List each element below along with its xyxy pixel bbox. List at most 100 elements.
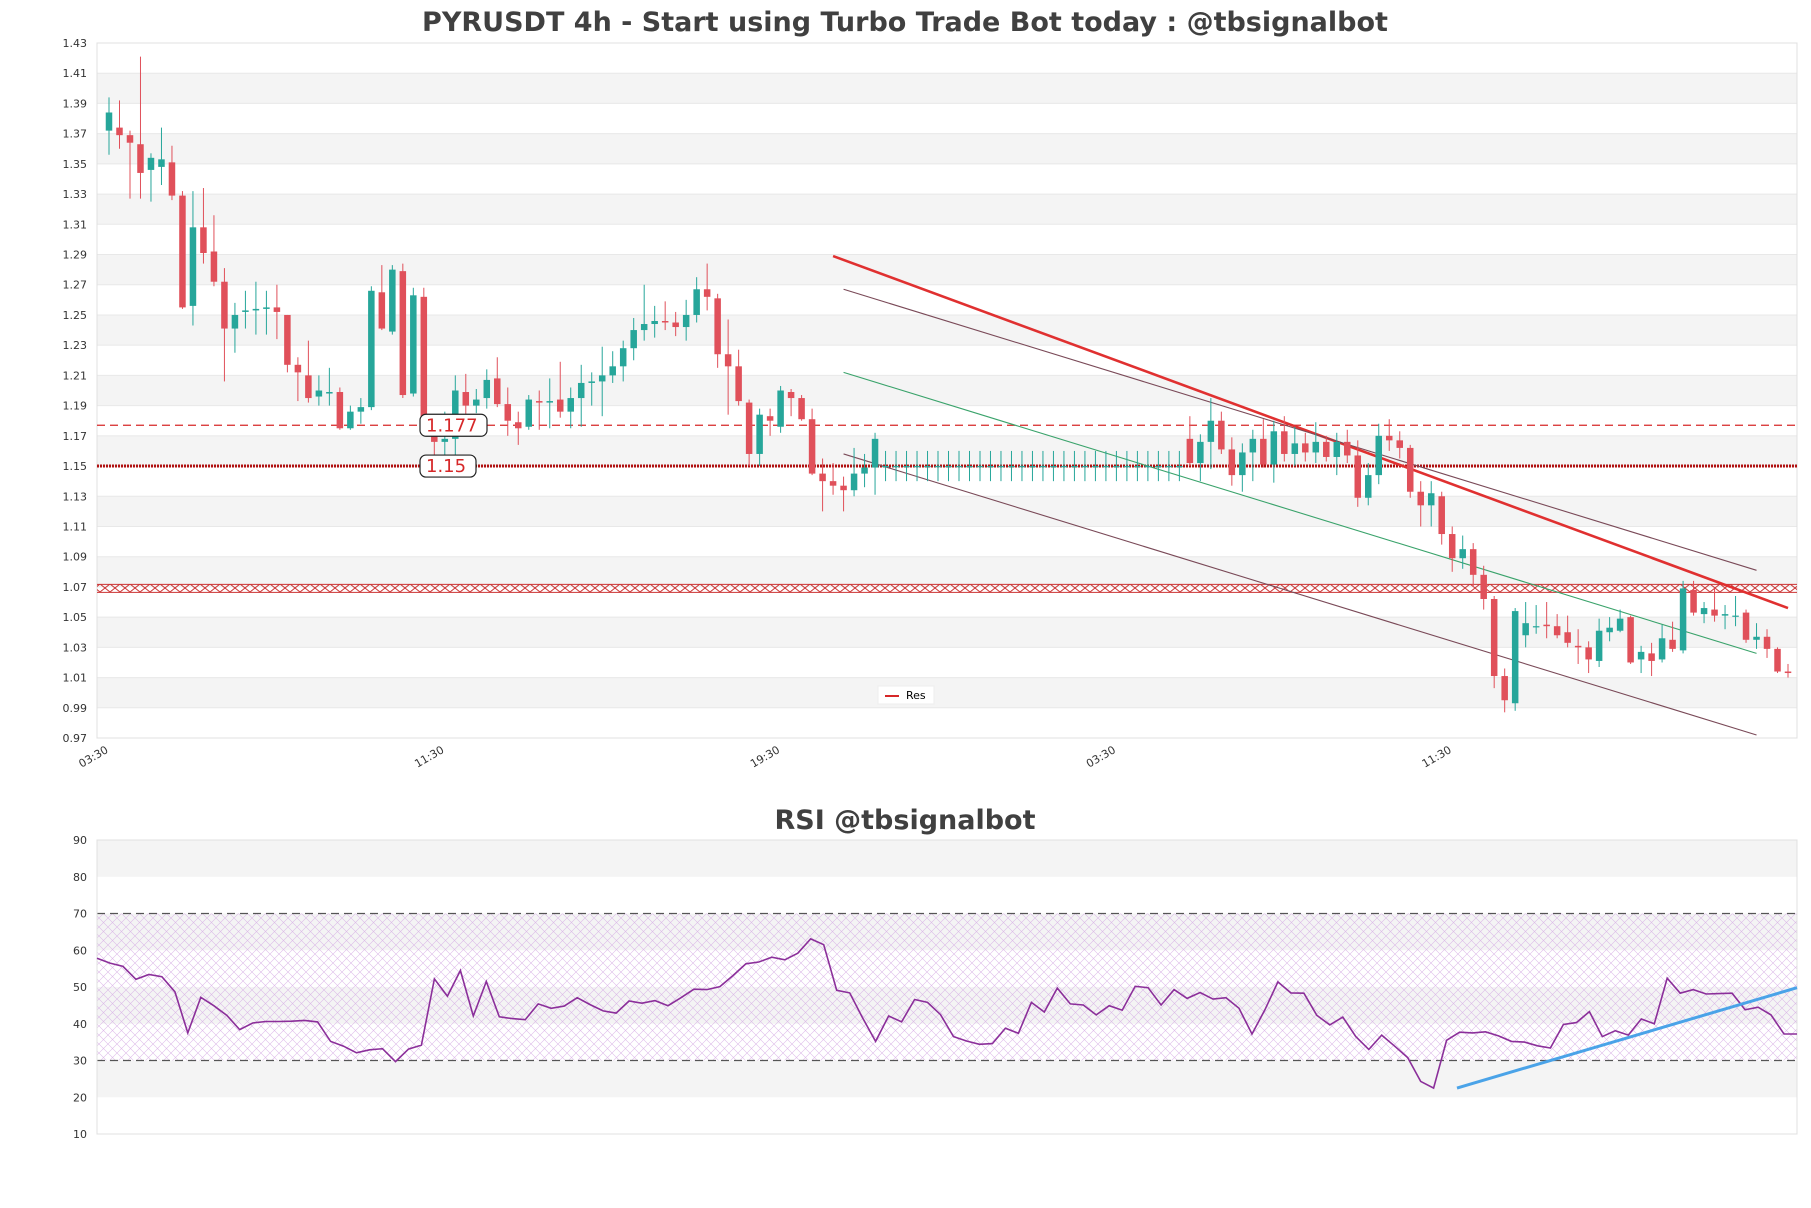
candle-up xyxy=(231,314,239,329)
candle-up xyxy=(1291,443,1299,454)
candle-down xyxy=(1669,639,1676,649)
rsi-y-tick-label: 10 xyxy=(73,1128,87,1141)
candle-down xyxy=(745,402,753,454)
candle-up xyxy=(567,398,574,412)
candle-up xyxy=(609,366,616,376)
candle-down xyxy=(200,227,207,254)
candle-down xyxy=(661,321,669,323)
level-label-text: 1.177 xyxy=(426,415,478,436)
candle-up xyxy=(640,324,648,331)
level-labels: 1.177 1.15 xyxy=(419,413,488,478)
candle-up xyxy=(598,375,606,382)
candle-up xyxy=(1050,466,1057,468)
main-y-tick-label: 1.19 xyxy=(63,400,88,413)
candle-up xyxy=(955,466,963,468)
main-y-tick-label: 1.21 xyxy=(63,369,88,382)
main-y-tick-label: 1.39 xyxy=(63,97,88,110)
main-y-tick-label: 1.07 xyxy=(63,581,88,594)
main-y-tick-label: 1.23 xyxy=(63,339,88,352)
main-y-tick-label: 1.11 xyxy=(63,520,88,533)
candle-down xyxy=(1438,496,1445,535)
main-x-axis: 03:30 11:30 19:30 03:30 11:30 xyxy=(77,743,1454,770)
candle-up xyxy=(389,269,396,332)
trend-line xyxy=(843,453,1757,736)
candle-up xyxy=(1270,431,1278,465)
candle-up xyxy=(934,466,942,468)
main-y-axis: 0.97 0.99 1.01 1.03 1.05 1.07 1.09 1.11 1.13 1.15… xyxy=(63,37,88,745)
candle-down xyxy=(840,485,847,491)
candle-down xyxy=(829,481,837,486)
main-y-tick-label: 1.35 xyxy=(63,158,88,171)
candle-up xyxy=(1039,466,1047,468)
candle-up xyxy=(693,289,700,315)
candle-up xyxy=(1312,441,1320,453)
candle-up xyxy=(473,399,480,406)
candle-up xyxy=(189,227,197,306)
candle-up xyxy=(1165,466,1173,468)
candle-up xyxy=(997,466,1005,468)
candle-down xyxy=(1385,435,1393,441)
main-y-tick-label: 1.37 xyxy=(63,128,88,141)
candle-down xyxy=(431,432,438,442)
candle-down xyxy=(1228,449,1236,476)
candle-down xyxy=(420,296,428,433)
main-band xyxy=(97,314,1797,346)
main-band xyxy=(97,677,1797,708)
rsi-band xyxy=(97,1060,1797,1098)
candle-down xyxy=(1627,617,1634,663)
candle-up xyxy=(966,466,973,468)
candle-up xyxy=(1134,466,1141,468)
candle-up xyxy=(1123,466,1131,468)
candle-down xyxy=(1574,645,1582,648)
trend-line xyxy=(843,371,1757,654)
candle-down xyxy=(399,271,407,396)
candle-up xyxy=(1239,452,1246,476)
candle-up xyxy=(1081,466,1089,468)
main-y-tick-label: 1.13 xyxy=(63,490,88,503)
candle-down xyxy=(1186,438,1194,464)
level-label-box xyxy=(419,413,488,437)
main-x-tick-label: 19:30 xyxy=(748,743,782,770)
candle-up xyxy=(1616,618,1624,631)
candle-down xyxy=(556,399,564,412)
candle-up xyxy=(483,379,491,399)
candle-up xyxy=(1144,466,1152,468)
rsi-neutral-zone xyxy=(97,913,1797,1061)
main-y-tick-label: 1.41 xyxy=(63,67,88,80)
rsi-y-tick-label: 40 xyxy=(73,1018,87,1031)
main-plot-bands xyxy=(97,42,1797,739)
candle-down xyxy=(1260,438,1267,465)
candle-up xyxy=(945,466,952,468)
candle-up xyxy=(871,438,879,468)
candle-up xyxy=(1018,466,1026,468)
candle-up xyxy=(1700,608,1708,615)
trend-line xyxy=(832,254,1789,610)
trend-line xyxy=(843,288,1757,571)
rsi-band xyxy=(97,840,1797,877)
rsi-line xyxy=(96,937,1797,1090)
candle-up xyxy=(777,390,784,427)
level-zone-hatched xyxy=(97,584,1797,593)
candle-up xyxy=(892,466,900,468)
candle-up xyxy=(525,399,533,427)
main-band xyxy=(97,73,1797,104)
candle-up xyxy=(1029,466,1036,468)
legend-box xyxy=(877,685,935,705)
candle-up xyxy=(577,382,585,399)
rsi-y-tick-label: 80 xyxy=(73,871,87,884)
candle-up xyxy=(861,467,868,474)
candle-down xyxy=(504,404,512,421)
candle-down xyxy=(1218,420,1225,450)
rsi-y-tick-label: 90 xyxy=(73,834,87,847)
candle-up xyxy=(1060,466,1068,468)
candle-down xyxy=(462,392,470,406)
candle-up xyxy=(158,159,165,167)
candle-up xyxy=(1365,475,1372,498)
candle-down xyxy=(724,354,732,367)
rsi-chart-title: RSI @tbsignalbot xyxy=(774,805,1035,836)
candle-up xyxy=(410,295,417,394)
rsi-trend-line xyxy=(1456,986,1798,1090)
main-y-tick-label: 1.33 xyxy=(63,188,88,201)
candle-up xyxy=(630,330,637,349)
